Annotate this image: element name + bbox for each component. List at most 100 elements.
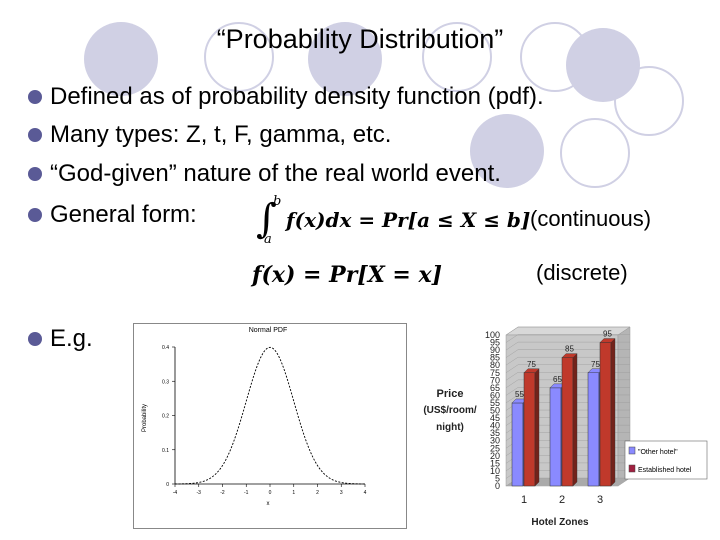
y-tick-label: 10 [490,466,500,476]
bullet-text: General form: [50,201,197,228]
y-tick-label: 0.1 [162,448,169,454]
bar-front [523,372,536,487]
grid-line-side [505,364,519,373]
y-tick-label: 55 [490,398,500,408]
y-axis-label: Probability [142,404,148,432]
x-tick-label: -1 [244,490,249,496]
continuous-formula-text: f(x)dx = Pr[a ≤ X ≤ b] [286,208,531,232]
bar-side [610,338,616,487]
bullet-dot-icon [28,208,42,222]
bullet-item: General form: [28,201,197,229]
y-tick-label: 90 [490,345,500,355]
deco-ring [422,22,492,92]
x-tick-label: 0 [269,490,272,496]
x-tick-label: 4 [364,490,367,496]
y-tick-label: 75 [490,368,500,378]
bar-side [572,353,578,487]
legend-box [624,440,708,480]
deco-circle [470,114,544,188]
discrete-formula-text: f(x) = Pr[X = x] [252,262,443,288]
grid-line-side [505,341,519,351]
y-axis-label-line2: (US$/room/ [423,405,477,416]
y-tick-label: 0.2 [162,414,169,420]
bar-value-label: 75 [591,360,600,369]
bullet-dot-icon [28,90,42,104]
chart-title: Normal PDF [249,327,288,334]
bar-front [549,387,562,487]
deco-ring [560,118,630,188]
x-tick-label: 2 [559,494,565,506]
discrete-label: (discrete) [536,260,628,285]
y-tick-label: 20 [490,451,500,461]
bullet-text: Many types: Z, t, F, gamma, etc. [50,121,392,148]
bar-top [599,338,616,343]
x-axis-label: x [267,501,270,507]
bullet-dot-icon [28,128,42,142]
y-tick-label: 0.3 [162,379,169,385]
bullet-item: Defined as of probability density functi… [28,83,544,111]
normal-curve-line [174,346,366,485]
x-tick-label: -3 [197,490,202,496]
deco-circle [84,22,158,96]
y-tick-label: 25 [490,443,500,453]
y-tick-label: 70 [490,375,500,385]
deco-ring [520,22,590,92]
chart-frame [133,323,407,529]
x-tick-label: 2 [316,490,319,496]
bullet-dot-icon [28,167,42,181]
y-tick-label: 5 [495,473,500,483]
y-tick-label: 50 [490,406,500,416]
grid-line-side [505,357,519,366]
y-tick-label: 0 [495,481,500,491]
grid-line-side [505,387,519,396]
bar-front [511,402,524,487]
grid-line-side [505,372,519,381]
normal-pdf-chart: Normal PDF Probability x -4 -3 -2 -1 0 1 2 3 4 0… [133,323,407,529]
y-tick-label: 45 [490,413,500,423]
legend-label-other: "Other hotel" [638,449,678,456]
x-tick-label: 1 [521,494,527,506]
bullet-item: E.g. [28,325,93,353]
x-tick-label: 3 [340,490,343,496]
bar-value-label: 65 [553,375,562,384]
legend-swatch-other [628,446,636,455]
bar-front [599,342,612,487]
y-tick-label: 65 [490,383,500,393]
bullet-item: “God-given” nature of the real world eve… [28,160,501,188]
y-tick-label: 95 [490,338,500,348]
chart-legend: "Other hotel" Established hotel [624,440,708,480]
integral-upper-limit: b [273,194,282,209]
bullet-dot-icon [28,332,42,346]
slide-title: “Probability Distribution” [216,24,504,54]
y-axis-label-line3: night) [436,422,464,433]
hotel-price-chart: Price (US$/room/ night) 0510152025303540… [423,326,708,528]
continuous-label: (continuous) [530,206,652,231]
deco-circle [308,22,382,96]
bar-top [523,368,540,373]
grid-line-side [505,349,519,358]
bar-value-label: 55 [515,390,524,399]
y-tick-label: 35 [490,428,500,438]
y-tick-label: 60 [490,390,500,400]
y-tick-label: 100 [485,330,500,340]
x-tick-label: 3 [597,494,603,506]
deco-ring [614,66,684,136]
grid-line-side [505,326,519,336]
y-axis-label-line1: Price [437,388,464,400]
bullet-text: Defined as of probability density functi… [50,83,544,110]
bar-value-label: 95 [603,330,612,339]
y-tick-label: 0.4 [162,345,169,351]
x-tick-label: 1 [292,490,295,496]
bullet-item: Many types: Z, t, F, gamma, etc. [28,121,392,149]
y-tick-label: 30 [490,436,500,446]
bar-value-label: 75 [527,360,536,369]
y-tick-label: 40 [490,421,500,431]
bar-front [587,372,600,487]
bullet-text: “God-given” nature of the real world eve… [50,160,501,187]
grid-line-side [505,334,519,343]
bar-value-label: 85 [565,345,574,354]
x-tick-label: -4 [173,490,178,496]
bar-front [561,357,574,487]
integral-lower-limit: a [264,232,272,247]
legend-label-established: Established hotel [638,467,692,474]
